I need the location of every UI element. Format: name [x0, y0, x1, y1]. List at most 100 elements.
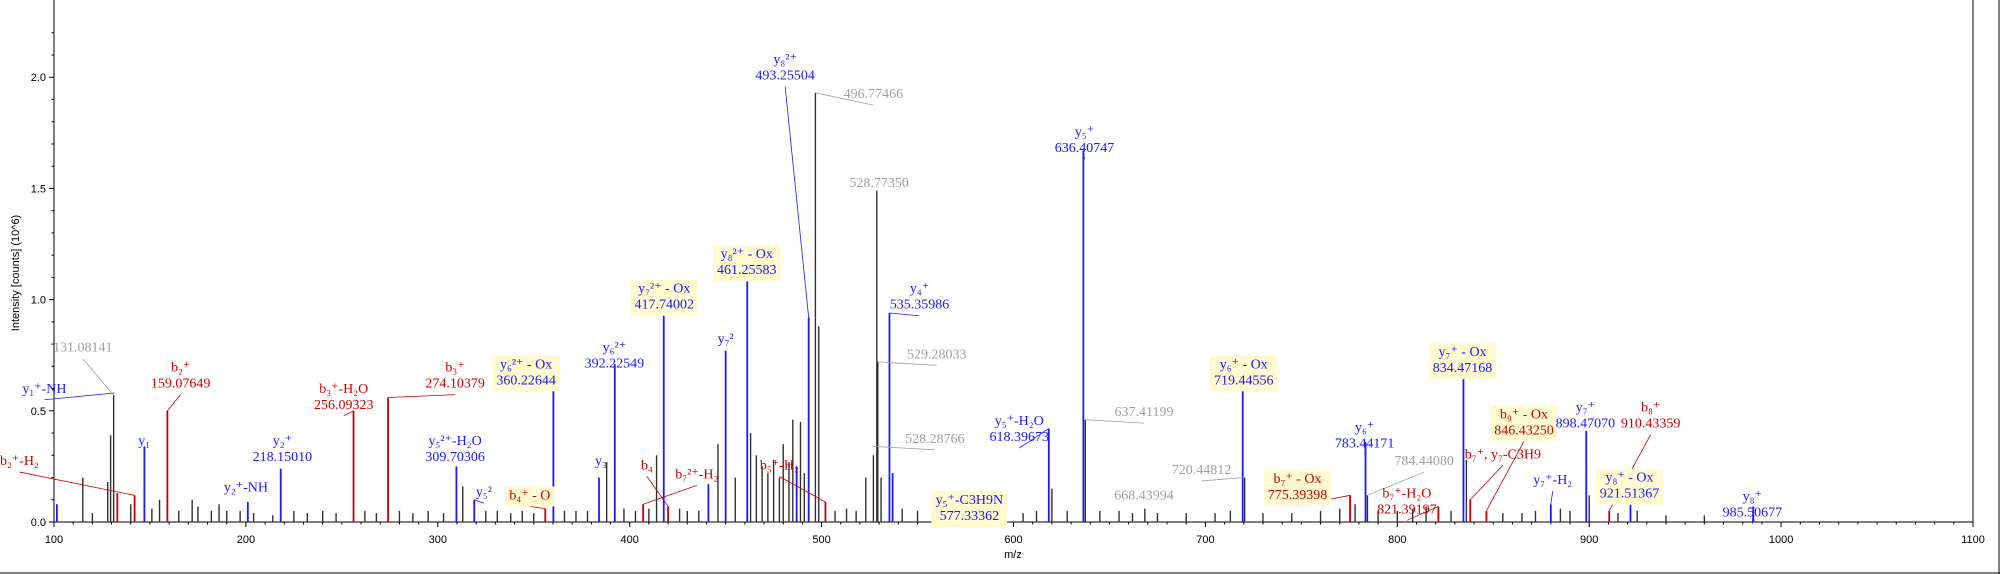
annotation-mz-value: 910.43359 — [1621, 417, 1681, 432]
annotations-group: y₁⁺-NH 131.08141 b₂⁺-H₂ y₁ b₂⁺159.07649 y₂⁺-N… — [0, 53, 1782, 527]
annotation-ion-label: 131.08141 — [53, 341, 113, 356]
annotation-ion-label: y₅⁺ — [1075, 125, 1094, 140]
annotation-leader-line — [1486, 441, 1525, 512]
annotation-ion-label: b₉⁺ - Ox — [1500, 407, 1548, 422]
annotation-leader-line — [529, 506, 546, 510]
annotation-ion-label: y₆²⁺ — [603, 341, 626, 356]
x-tick-label: 800 — [1388, 534, 1406, 546]
annotation-ion-label: 668.43994 — [1114, 489, 1174, 504]
annotation-mz-value: 846.43250 — [1494, 423, 1554, 438]
annotation-ion-label: y₈²⁺ — [773, 53, 796, 68]
x-tick-label: 500 — [812, 534, 830, 546]
x-tick-label: 700 — [1196, 534, 1214, 546]
x-tick-label: 1100 — [1961, 534, 1985, 546]
annotation-ion-label: y₃ — [595, 454, 607, 469]
x-tick-label: 900 — [1580, 534, 1598, 546]
annotation-leader-line — [1082, 150, 1085, 159]
annotation-mz-value: 719.44556 — [1214, 373, 1274, 388]
annotation-ion-label: 637.41199 — [1114, 405, 1173, 420]
peak-annotation: y₇⁺898.47070 — [1556, 401, 1616, 432]
annotation-leader-line — [873, 445, 935, 451]
annotation-highlight — [492, 355, 560, 392]
x-tick-label: 100 — [45, 534, 63, 546]
annotation-leader-line — [1367, 471, 1425, 496]
annotation-ion-label: y₅²⁺-H₂O — [428, 434, 481, 449]
peak-annotation: 131.08141 — [53, 341, 113, 356]
annotation-ion-label: y₇⁺ — [1576, 401, 1595, 416]
annotation-ion-label: b₅⁺-H₂ — [760, 459, 799, 474]
peak-annotation: 720.44812 — [1172, 463, 1232, 478]
annotation-ion-label: b₂⁺-H₂ — [0, 454, 39, 469]
annotation-mz-value: 821.39197 — [1377, 502, 1437, 517]
annotation-ion-label: b₇⁺, y₇-C3H9 — [1465, 447, 1541, 462]
peak-annotation: y₈²⁺493.25504 — [755, 53, 815, 84]
annotation-mz-value: 577.33362 — [940, 509, 1000, 524]
annotation-ion-label: y₈⁺ — [1743, 490, 1762, 505]
annotation-leader-line — [815, 92, 874, 106]
peak-annotation: b₈⁺910.43359 — [1621, 401, 1681, 432]
annotation-ion-label: y₇² — [718, 332, 734, 347]
annotation-ion-label: y₈⁺ - Ox — [1605, 471, 1653, 486]
annotation-ion-label: b₈⁺ — [1641, 401, 1660, 416]
annotation-ion-label: y₄⁺ — [910, 282, 929, 297]
annotation-leader-line — [1469, 465, 1504, 501]
annotation-leader-line — [19, 471, 135, 496]
peak-annotation: b₃⁺274.10379 — [425, 361, 485, 392]
annotation-ion-label: b₇⁺-H₂O — [1382, 486, 1431, 501]
annotation-ion-label: y₂⁺-NH — [224, 481, 268, 496]
y-tick-label: 1.5 — [31, 183, 46, 195]
annotation-leader-line — [1751, 506, 1754, 524]
peak-annotation: 784.44080 — [1394, 454, 1454, 469]
annotation-highlight — [1210, 355, 1278, 392]
annotation-ion-label: b₇⁺ - Ox — [1273, 472, 1321, 487]
peak-annotation: y₃ — [595, 454, 607, 469]
annotation-mz-value: 461.25583 — [717, 263, 777, 278]
peak-annotation: y₇⁺-H₂ — [1533, 473, 1572, 488]
x-axis-label: m/z — [1004, 549, 1022, 561]
peak-annotation: y₅⁺636.40747 — [1055, 125, 1115, 156]
annotation-highlight — [931, 490, 1008, 527]
annotation-mz-value: 636.40747 — [1055, 141, 1115, 156]
y-axis-label: Intensity [counts] (10^6) — [10, 215, 22, 331]
annotation-leader-line — [82, 358, 114, 396]
peak-annotation: 528.28766 — [905, 432, 965, 447]
annotation-leader-line — [167, 394, 181, 412]
annotation-leader-line — [779, 476, 826, 503]
peak-annotation: 637.41199 — [1114, 405, 1173, 420]
peak-annotation: y₆²⁺392.22549 — [585, 341, 645, 372]
annotation-ion-label: 496.77466 — [844, 87, 904, 102]
annotation-ion-label: y₅⁺-C3H9N — [936, 493, 1004, 508]
annotation-leader-line — [1550, 490, 1554, 505]
annotation-leader-line — [877, 361, 937, 366]
peak-annotation: b₄⁺ - O — [505, 486, 555, 507]
peak-annotation: b₇⁺, y₇-C3H9 — [1465, 447, 1541, 462]
peak-annotation: b₂⁺159.07649 — [151, 361, 211, 392]
annotation-leader-line — [1019, 428, 1050, 449]
annotation-mz-value: 921.51367 — [1600, 487, 1660, 502]
annotation-ion-label: y₇⁺-H₂ — [1533, 473, 1572, 488]
peak-annotation: b₇²⁺-H₂ — [675, 467, 718, 482]
x-tick-label: 600 — [1004, 534, 1022, 546]
peak-annotation: y₇² — [718, 332, 734, 347]
annotation-mz-value: 360.22644 — [496, 373, 556, 388]
y-tick-label: 0.5 — [31, 406, 46, 418]
peak-annotation: y₂⁺218.15010 — [253, 434, 313, 465]
peak-annotation: b₄ — [641, 459, 653, 474]
peak-annotation: 496.77466 — [844, 87, 904, 102]
annotation-highlight — [1263, 469, 1332, 506]
annotation-mz-value: 218.15010 — [253, 450, 313, 465]
y-tick-label: 1.0 — [31, 295, 46, 307]
annotation-ion-label: 529.28033 — [907, 347, 967, 362]
annotation-ion-label: 720.44812 — [1172, 463, 1232, 478]
peak-annotation: 528.77350 — [849, 176, 909, 191]
annotation-highlight — [630, 279, 698, 316]
annotation-mz-value: 783.44171 — [1335, 437, 1395, 452]
peak-annotation: y₂⁺-NH — [224, 481, 268, 496]
